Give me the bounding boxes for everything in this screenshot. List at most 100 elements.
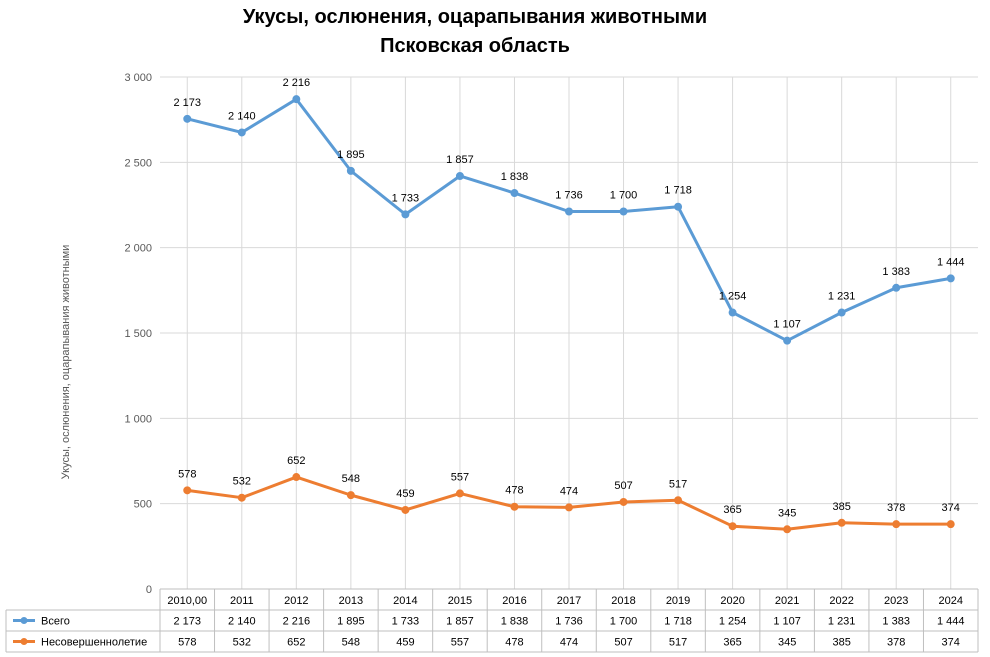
x-tick-label: 2015 — [448, 595, 472, 607]
data-point — [783, 525, 792, 534]
data-label: 2 216 — [283, 77, 311, 89]
data-point — [783, 336, 792, 345]
data-label: 1 857 — [446, 154, 474, 166]
y-tick-label: 3 000 — [124, 72, 152, 84]
y-tick-label: 1 000 — [124, 413, 152, 425]
table-cell: 652 — [287, 637, 305, 649]
table-cell: 478 — [505, 637, 523, 649]
data-point — [510, 502, 519, 511]
data-point — [674, 496, 683, 505]
table-cell: 378 — [887, 637, 905, 649]
x-tick-label: 2020 — [720, 595, 744, 607]
x-tick-label: 2017 — [557, 595, 581, 607]
data-label: 578 — [178, 468, 196, 480]
data-label: 1 444 — [937, 256, 965, 268]
table-cell: 1 733 — [392, 616, 420, 628]
data-point — [183, 114, 192, 123]
data-label: 507 — [614, 480, 632, 492]
y-tick-label: 2 500 — [124, 157, 152, 169]
data-label: 1 895 — [337, 149, 365, 161]
data-label: 2 173 — [174, 97, 202, 109]
data-label: 374 — [942, 502, 960, 514]
data-point — [183, 486, 192, 495]
data-point — [455, 171, 464, 180]
x-tick-label: 2021 — [775, 595, 799, 607]
data-label: 459 — [396, 488, 414, 500]
chart-title-line1: Укусы, ослюнения, оцарапывания животными — [242, 6, 708, 28]
table-cell: 1 718 — [664, 616, 692, 628]
table-cell: 374 — [942, 637, 960, 649]
data-label: 557 — [451, 471, 469, 483]
data-point — [346, 491, 355, 500]
data-label: 378 — [887, 502, 905, 514]
data-point — [946, 520, 955, 529]
data-label: 1 718 — [664, 185, 692, 197]
legend-label: Несовершеннолетие — [41, 637, 147, 649]
data-label: 1 733 — [392, 192, 420, 204]
table-cell: 345 — [778, 637, 796, 649]
x-tick-label: 2010,00 — [167, 595, 207, 607]
data-label: 1 107 — [773, 319, 801, 331]
x-tick-label: 2016 — [502, 595, 526, 607]
table-cell: 2 140 — [228, 616, 256, 628]
data-label: 365 — [723, 504, 741, 516]
data-point — [292, 473, 301, 482]
data-point — [292, 95, 301, 104]
table-cell: 507 — [614, 637, 632, 649]
data-point — [837, 518, 846, 527]
data-label: 652 — [287, 455, 305, 467]
data-point — [346, 166, 355, 175]
x-tick-label: 2018 — [611, 595, 635, 607]
table-cell: 1 736 — [555, 616, 583, 628]
data-label: 1 838 — [501, 171, 529, 183]
x-tick-label: 2011 — [230, 595, 254, 607]
y-tick-label: 0 — [146, 584, 152, 596]
data-label: 532 — [233, 476, 251, 488]
legend-key-marker — [20, 638, 28, 645]
table-cell: 517 — [669, 637, 687, 649]
data-point — [619, 497, 628, 506]
table-cell: 2 216 — [283, 616, 311, 628]
y-tick-label: 2 000 — [124, 243, 152, 255]
data-label: 1 254 — [719, 291, 747, 303]
table-cell: 578 — [178, 637, 196, 649]
data-label: 385 — [832, 501, 850, 513]
y-tick-label: 500 — [134, 499, 152, 511]
table-cell: 1 857 — [446, 616, 474, 628]
x-tick-label: 2014 — [393, 595, 417, 607]
x-tick-label: 2012 — [284, 595, 308, 607]
data-label: 474 — [560, 485, 578, 497]
data-label: 548 — [342, 473, 360, 485]
data-label: 2 140 — [228, 110, 256, 122]
data-point — [237, 493, 246, 502]
table-cell: 1 444 — [937, 616, 965, 628]
data-point — [892, 283, 901, 292]
table-cell: 1 383 — [882, 616, 910, 628]
data-label: 1 383 — [882, 266, 910, 278]
data-point — [401, 210, 410, 219]
y-tick-label: 1 500 — [124, 328, 152, 340]
data-point — [565, 207, 573, 216]
table-cell: 1 700 — [610, 616, 638, 628]
table-cell: 365 — [723, 637, 741, 649]
table-cell: 474 — [560, 637, 578, 649]
data-point — [837, 308, 846, 317]
data-point — [728, 308, 737, 317]
table-cell: 459 — [396, 637, 414, 649]
x-tick-label: 2019 — [666, 595, 690, 607]
data-point — [674, 202, 683, 211]
data-label: 345 — [778, 507, 796, 519]
legend-key-marker — [20, 617, 28, 624]
data-point — [401, 505, 410, 514]
table-cell: 532 — [233, 637, 251, 649]
table-cell: 1 107 — [773, 616, 801, 628]
table-cell: 385 — [832, 637, 850, 649]
table-cell: 1 231 — [828, 616, 856, 628]
x-tick-label: 2022 — [829, 595, 853, 607]
data-label: 1 231 — [828, 291, 856, 303]
table-cell: 1 254 — [719, 616, 747, 628]
data-point — [728, 522, 737, 531]
x-tick-label: 2024 — [938, 595, 962, 607]
data-label: 1 700 — [610, 189, 638, 201]
